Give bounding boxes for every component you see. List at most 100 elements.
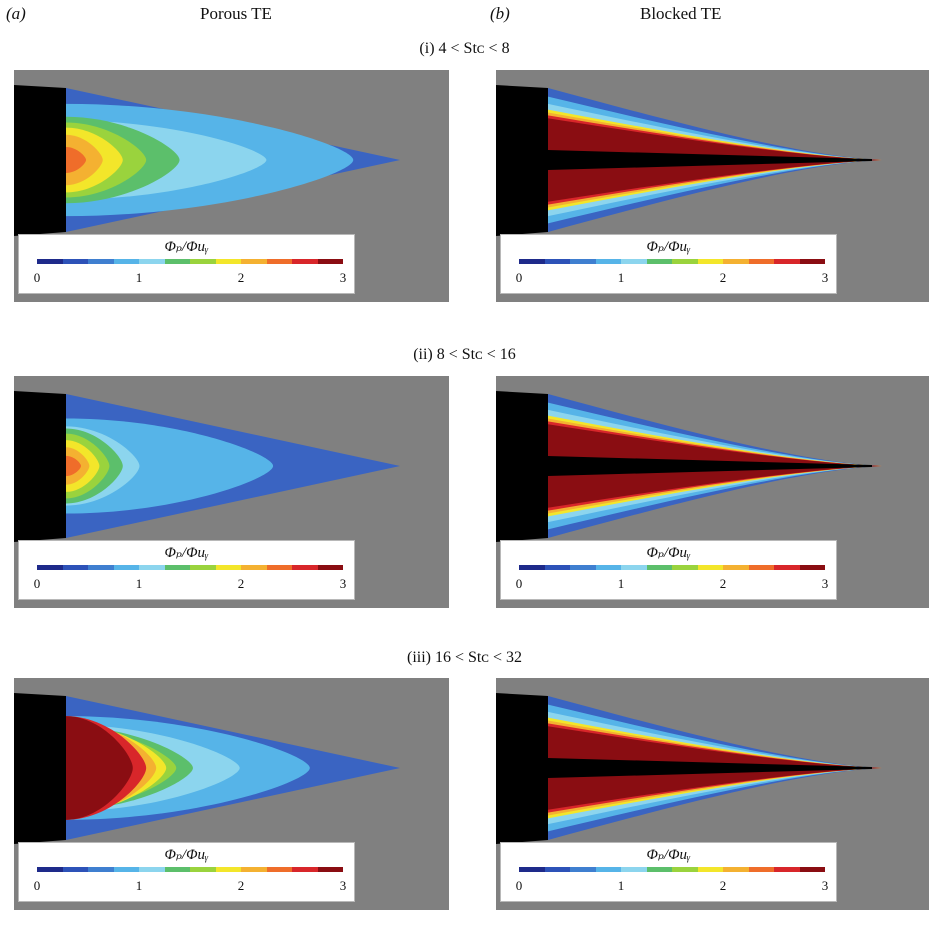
colorbar-segment [139, 565, 165, 570]
colorbar-tick-label: 1 [617, 576, 625, 591]
colorbar-tick-label: 3 [821, 576, 829, 591]
contour-band [66, 716, 133, 820]
colorbar-segment [774, 259, 800, 264]
colorbar-segment [799, 259, 825, 264]
colorbar [519, 565, 825, 570]
contour-field [14, 693, 400, 844]
contour-field [496, 693, 882, 844]
contour-field [496, 85, 882, 236]
contour-field [496, 391, 882, 542]
colorbar-segment [697, 867, 723, 872]
colorbar [37, 565, 343, 570]
row-title-iii: (iii) 16 < Stᴄ < 32 [406, 649, 523, 666]
colorbar-segment [672, 867, 698, 872]
colorbar-tick-label: 3 [339, 576, 347, 591]
center-core [548, 758, 872, 778]
colorbar-segment [190, 259, 216, 264]
colorbar-title: Φₚ/Φuᵧ [646, 239, 691, 255]
colorbar-tick-label: 1 [135, 270, 143, 285]
colorbar [519, 259, 825, 264]
colorbar-segment [113, 565, 139, 570]
row-title-ii: (ii) 8 < Stᴄ < 16 [413, 346, 516, 363]
colorbar-legend: Φₚ/Φuᵧ 0 1 2 3 [500, 842, 837, 902]
colorbar-tick-label: 0 [33, 576, 41, 591]
colorbar-tick-label: 3 [339, 878, 347, 893]
colorbar-legend: Φₚ/Φuᵧ 0 1 2 3 [18, 540, 355, 600]
colorbar-segment [37, 259, 63, 264]
trailing-edge-body [14, 85, 66, 236]
colorbar-segment [139, 259, 165, 264]
colorbar-segment [595, 867, 621, 872]
colorbar-segment [544, 259, 570, 264]
colorbar-segment [317, 259, 343, 264]
colorbar-segment [62, 867, 88, 872]
trailing-edge-body [496, 391, 548, 542]
colorbar [37, 867, 343, 872]
colorbar-segment [621, 867, 647, 872]
colorbar-tick-label: 2 [237, 878, 245, 893]
colorbar-segment [62, 259, 88, 264]
colorbar-segment [62, 565, 88, 570]
colorbar-title: Φₚ/Φuᵧ [164, 239, 209, 255]
colorbar-segment [723, 867, 749, 872]
colorbar-segment [88, 867, 114, 872]
panel-blocked-i: Φₚ/Φuᵧ 0 1 2 3 [496, 70, 929, 302]
panel-porous-ii: Φₚ/Φuᵧ 0 1 2 3 [14, 376, 449, 608]
colorbar-segment [292, 867, 318, 872]
colorbar-tick-label: 2 [237, 270, 245, 285]
colorbar-segment [774, 565, 800, 570]
trailing-edge-body [496, 85, 548, 236]
colorbar-segment [570, 259, 596, 264]
colorbar-tick-label: 0 [515, 270, 523, 285]
colorbar-segment [570, 565, 596, 570]
colorbar-segment [190, 867, 216, 872]
contour-band [66, 147, 87, 173]
colorbar-segment [164, 259, 190, 264]
column-b-title: Blocked TE [640, 4, 722, 23]
panel-porous-i: Φₚ/Φuᵧ 0 1 2 3 [14, 70, 449, 302]
colorbar-legend: Φₚ/Φuᵧ 0 1 2 3 [18, 842, 355, 902]
colorbar-tick-label: 1 [617, 270, 625, 285]
trailing-edge-body [14, 693, 66, 844]
colorbar-tick-label: 0 [515, 576, 523, 591]
colorbar-tick-label: 1 [135, 878, 143, 893]
colorbar-segment [570, 867, 596, 872]
colorbar-segment [799, 867, 825, 872]
colorbar-segment [241, 867, 267, 872]
colorbar-segment [621, 259, 647, 264]
colorbar-segment [37, 867, 63, 872]
colorbar [37, 259, 343, 264]
colorbar-segment [113, 867, 139, 872]
colorbar-segment [88, 259, 114, 264]
colorbar-tick-label: 1 [617, 878, 625, 893]
colorbar-segment [113, 259, 139, 264]
colorbar-segment [748, 259, 774, 264]
contour-band [66, 418, 274, 514]
column-b-letter: (b) [490, 4, 510, 23]
colorbar-segment [266, 259, 292, 264]
trailing-edge-body [496, 693, 548, 844]
center-core [548, 456, 872, 476]
colorbar-title: Φₚ/Φuᵧ [164, 847, 209, 863]
colorbar-segment [697, 259, 723, 264]
colorbar-tick-label: 3 [821, 270, 829, 285]
colorbar-segment [595, 259, 621, 264]
contour-band [66, 455, 82, 477]
colorbar-segment [164, 565, 190, 570]
colorbar-legend: Φₚ/Φuᵧ 0 1 2 3 [500, 540, 837, 600]
colorbar-segment [266, 867, 292, 872]
colorbar-segment [519, 259, 545, 264]
colorbar-segment [215, 259, 241, 264]
colorbar-segment [37, 565, 63, 570]
panel-porous-iii: Φₚ/Φuᵧ 0 1 2 3 [14, 678, 449, 910]
colorbar-legend: Φₚ/Φuᵧ 0 1 2 3 [500, 234, 837, 294]
colorbar-segment [799, 565, 825, 570]
colorbar-segment [595, 565, 621, 570]
colorbar-tick-label: 2 [237, 576, 245, 591]
colorbar-segment [748, 867, 774, 872]
column-a-title: Porous TE [200, 4, 272, 23]
center-core [548, 150, 872, 170]
colorbar-segment [544, 565, 570, 570]
colorbar-segment [317, 867, 343, 872]
colorbar-segment [646, 565, 672, 570]
